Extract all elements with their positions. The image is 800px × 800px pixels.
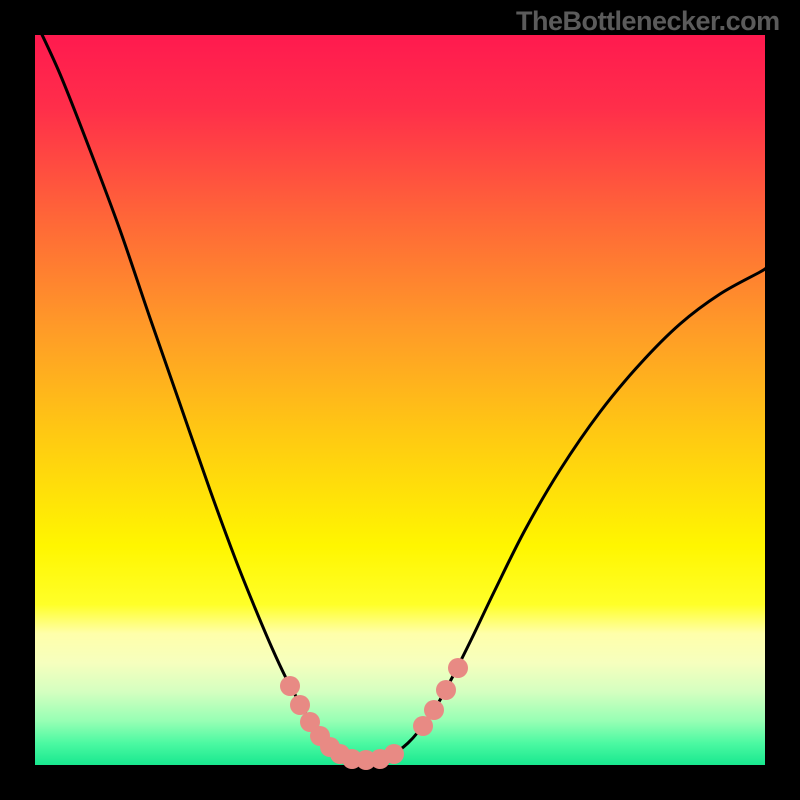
plot-background: [35, 35, 765, 765]
marker-point: [436, 680, 456, 700]
bottleneck-chart: [0, 0, 800, 800]
watermark-text: TheBottlenecker.com: [516, 6, 780, 37]
marker-point: [424, 700, 444, 720]
marker-point: [280, 676, 300, 696]
marker-point: [384, 744, 404, 764]
marker-point: [448, 658, 468, 678]
marker-point: [290, 695, 310, 715]
